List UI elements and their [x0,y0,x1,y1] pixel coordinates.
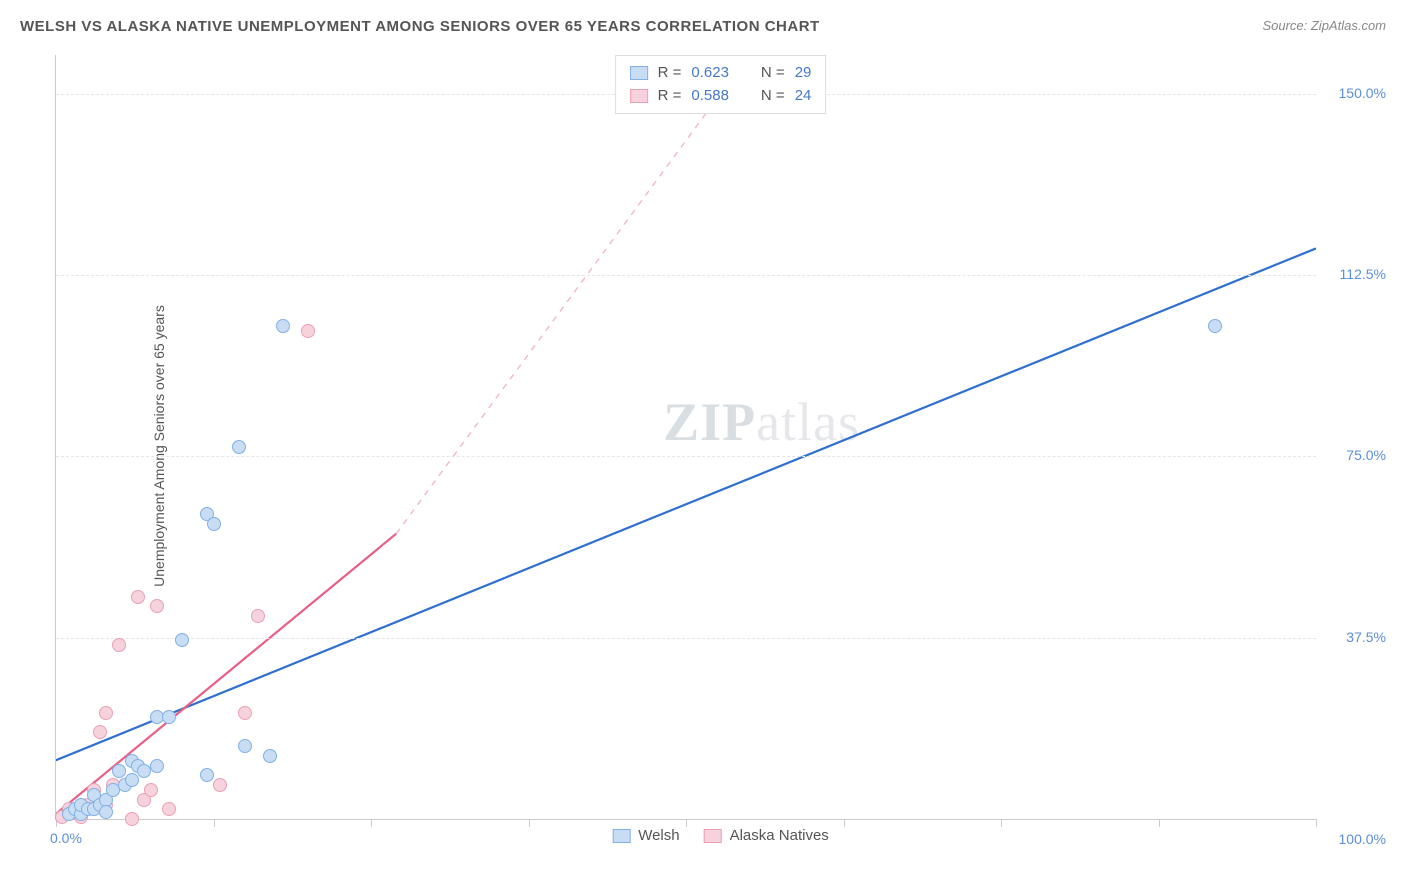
welsh-point [207,517,221,531]
alaska-point [93,725,107,739]
y-tick-label: 37.5% [1346,629,1386,645]
legend-item-alaska: Alaska Natives [704,827,829,844]
legend-row-alaska: R = 0.588 N = 24 [630,85,812,108]
chart-title: WELSH VS ALASKA NATIVE UNEMPLOYMENT AMON… [20,18,820,35]
x-tick [1316,819,1317,827]
alaska-point [112,638,126,652]
alaska-point [301,324,315,338]
alaska-swatch-icon [630,89,648,103]
welsh-swatch-icon [612,829,630,843]
legend-row-welsh: R = 0.623 N = 29 [630,62,812,85]
welsh-point [238,739,252,753]
x-max-label: 100.0% [1339,831,1386,847]
welsh-point [263,749,277,763]
welsh-point [125,773,139,787]
x-tick [844,819,845,827]
plot-area: ZIPatlas 0.0% [55,55,1316,820]
legend-item-welsh: Welsh [612,827,679,844]
alaska-swatch-icon [704,829,722,843]
gridline [56,638,1316,639]
x-tick [1159,819,1160,827]
trend-lines [56,55,1316,819]
y-tick-label: 112.5% [1340,266,1386,282]
welsh-point [112,764,126,778]
alaska-point [238,706,252,720]
correlation-legend: R = 0.623 N = 29 R = 0.588 N = 24 [615,55,827,114]
series-legend: Welsh Alaska Natives [612,827,829,844]
watermark: ZIPatlas [663,391,860,453]
alaska-point [213,778,227,792]
welsh-point [232,440,246,454]
y-tick-label: 150.0% [1339,85,1386,101]
alaska-point [125,812,139,826]
alaska-point [251,609,265,623]
alaska-point [150,599,164,613]
welsh-swatch-icon [630,66,648,80]
x-tick [371,819,372,827]
chart-area: ZIPatlas 0.0% R = 0.623 N = 29 R = 0.588… [55,55,1386,850]
alaska-point [99,706,113,720]
welsh-point [162,710,176,724]
welsh-point [276,319,290,333]
gridline [56,456,1316,457]
welsh-point [200,768,214,782]
x-tick [214,819,215,827]
alaska-point [144,783,158,797]
welsh-point [150,759,164,773]
gridline [56,275,1316,276]
x-tick [686,819,687,827]
alaska-point [131,590,145,604]
x-origin-label: 0.0% [50,830,82,846]
alaska-point [162,802,176,816]
x-tick [1001,819,1002,827]
welsh-point [99,805,113,819]
source-label: Source: ZipAtlas.com [1262,18,1386,33]
welsh-point [175,633,189,647]
x-tick [529,819,530,827]
welsh-point [1208,319,1222,333]
y-tick-label: 75.0% [1346,447,1386,463]
